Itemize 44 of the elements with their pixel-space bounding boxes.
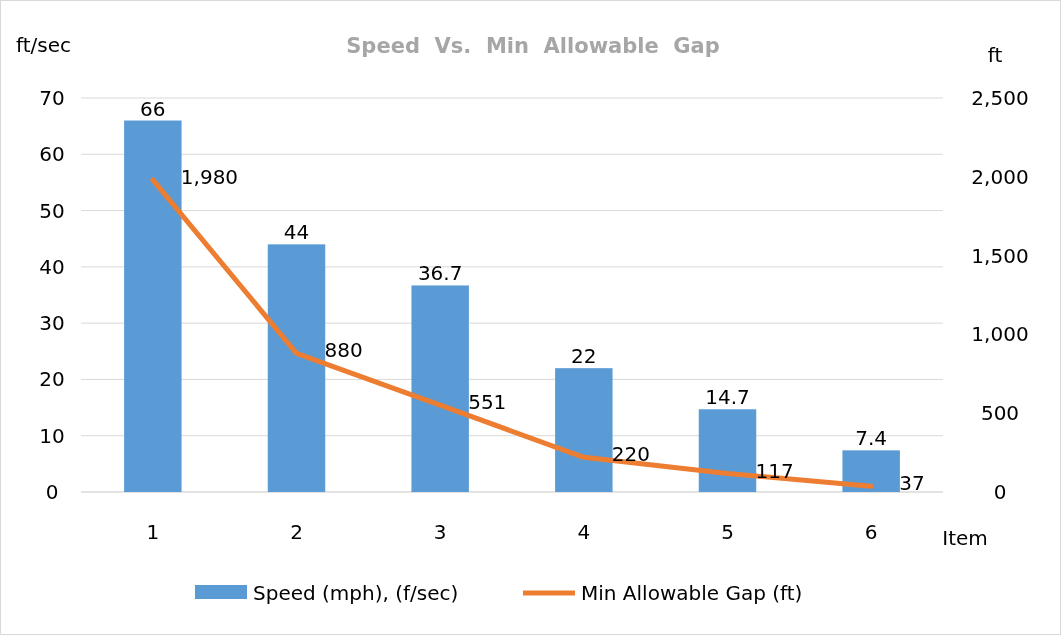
x-axis-title: Item (942, 526, 988, 550)
y2-tick-label: 2,000 (971, 164, 1029, 189)
x-tick-label: 4 (577, 520, 591, 544)
y2-tick-label: 1,000 (971, 322, 1029, 347)
y2-tick-label: 500 (980, 401, 1020, 426)
y-axis-title: ft/sec (16, 33, 71, 57)
y2-tick-label: 1,500 (971, 243, 1029, 268)
y-tick-label: 10 (39, 423, 65, 448)
y-tick-label: 20 (39, 367, 65, 392)
data-label: 551 (468, 390, 507, 415)
bar (698, 409, 757, 492)
x-tick-label: 6 (864, 520, 878, 544)
y2-tick-label: 2,500 (971, 86, 1029, 110)
data-label: 1,980 (180, 164, 239, 189)
data-label: 44 (283, 220, 310, 245)
y-tick-label: 60 (39, 142, 65, 167)
legend-label: Min Allowable Gap (ft) (581, 581, 803, 605)
bar (411, 285, 469, 492)
x-tick-label: 5 (721, 520, 734, 544)
y-tick-label: 40 (39, 254, 65, 279)
data-label: 880 (324, 338, 363, 363)
data-label: 117 (755, 458, 794, 483)
bar (842, 450, 900, 492)
x-tick-label: 1 (146, 520, 160, 544)
data-label: 36.7 (417, 261, 463, 286)
data-label: 66 (140, 96, 166, 121)
data-label: 22 (571, 344, 597, 369)
data-label: 220 (611, 442, 651, 467)
y2-axis-title: ft (987, 43, 1003, 67)
y-tick-label: 70 (39, 86, 65, 110)
y2-tick-label: 0 (993, 480, 1007, 504)
legend-label: Speed (mph), (f/sec) (253, 581, 459, 605)
y-tick-label: 50 (39, 198, 65, 223)
data-label: 37 (899, 471, 925, 496)
data-label: 7.4 (855, 426, 888, 451)
y-tick-label: 0 (45, 480, 59, 504)
chart-title: Speed Vs. Min Allowable Gap (346, 34, 720, 58)
bar (267, 244, 326, 492)
bar (124, 120, 182, 492)
bar (555, 368, 613, 492)
y-tick-label: 30 (39, 311, 65, 336)
x-tick-label: 3 (433, 520, 447, 544)
data-label: 14.7 (705, 385, 750, 410)
x-tick-label: 2 (290, 520, 303, 544)
